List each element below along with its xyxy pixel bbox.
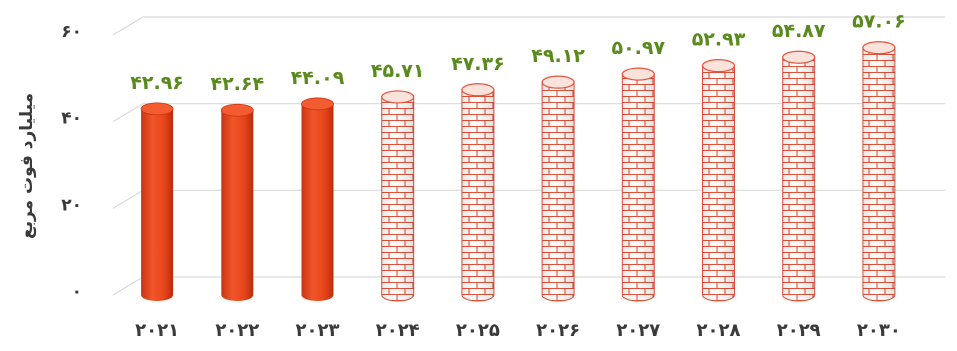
y-tick-label: ۰ xyxy=(72,282,82,302)
data-label: ۴۲.۶۴ xyxy=(210,73,264,95)
bar xyxy=(862,41,896,302)
bar-top xyxy=(541,75,575,89)
bar-top xyxy=(220,103,254,117)
x-tick-label: ۲۰۳۰ xyxy=(857,320,901,341)
bar xyxy=(461,83,495,302)
x-tick-label: ۲۰۲۱ xyxy=(135,320,179,341)
data-label: ۴۵.۷۱ xyxy=(371,60,425,82)
y-tick-label: ۶۰ xyxy=(61,22,82,42)
x-tick-label: ۲۰۲۸ xyxy=(697,320,741,341)
gridline-depth xyxy=(112,103,144,123)
bar xyxy=(220,103,254,301)
bar xyxy=(701,59,736,302)
bar-shade xyxy=(622,74,655,301)
bar xyxy=(381,90,415,302)
data-label: ۴۴.۰۹ xyxy=(291,67,345,89)
data-label: ۴۹.۱۲ xyxy=(531,45,585,67)
x-tick-label: ۲۰۲۷ xyxy=(616,320,660,341)
bar-top xyxy=(461,83,495,97)
y-tick-label: ۲۰ xyxy=(61,195,82,215)
data-label: ۵۲.۹۳ xyxy=(692,29,746,51)
bar xyxy=(782,50,816,302)
x-tick-label: ۲۰۲۵ xyxy=(456,320,500,341)
bar-body xyxy=(221,110,254,301)
x-tick-label: ۲۰۲۶ xyxy=(536,320,580,341)
data-label: ۵۴.۸۷ xyxy=(772,20,826,42)
data-label: ۴۲.۹۶ xyxy=(130,72,184,94)
bar xyxy=(541,75,575,302)
bar-shade xyxy=(381,96,414,301)
bar-top xyxy=(301,97,334,111)
bar-top xyxy=(621,67,655,81)
bar-top xyxy=(701,59,736,73)
data-label: ۵۰.۹۷ xyxy=(611,37,665,59)
bar-shade xyxy=(862,47,895,301)
x-tick-label: ۲۰۲۲ xyxy=(215,320,259,341)
bar-top xyxy=(381,90,415,104)
data-label: ۴۷.۳۶ xyxy=(451,53,505,75)
bar xyxy=(301,97,334,302)
bar-top xyxy=(140,102,174,116)
bar xyxy=(621,67,655,302)
bar-body xyxy=(141,108,174,301)
gridline-depth xyxy=(112,276,144,296)
bar-top xyxy=(862,41,896,55)
bar-shade xyxy=(542,82,575,301)
gridline-depth xyxy=(112,189,144,209)
gridline-depth xyxy=(112,16,144,36)
bar-shade xyxy=(702,65,735,302)
x-tick-label: ۲۰۲۴ xyxy=(376,320,420,341)
y-tick-label: ۴۰ xyxy=(61,109,82,129)
x-tick-label: ۲۰۲۳ xyxy=(296,320,340,341)
bar xyxy=(140,102,174,301)
data-label: ۵۷.۰۶ xyxy=(852,11,906,33)
y-axis-label: میلیارد فوت مربع xyxy=(17,93,37,239)
bar-shade xyxy=(782,57,815,302)
bar-body xyxy=(301,103,334,302)
bar-top xyxy=(782,50,816,64)
bar-shade xyxy=(461,89,494,301)
x-tick-label: ۲۰۲۹ xyxy=(777,320,821,341)
